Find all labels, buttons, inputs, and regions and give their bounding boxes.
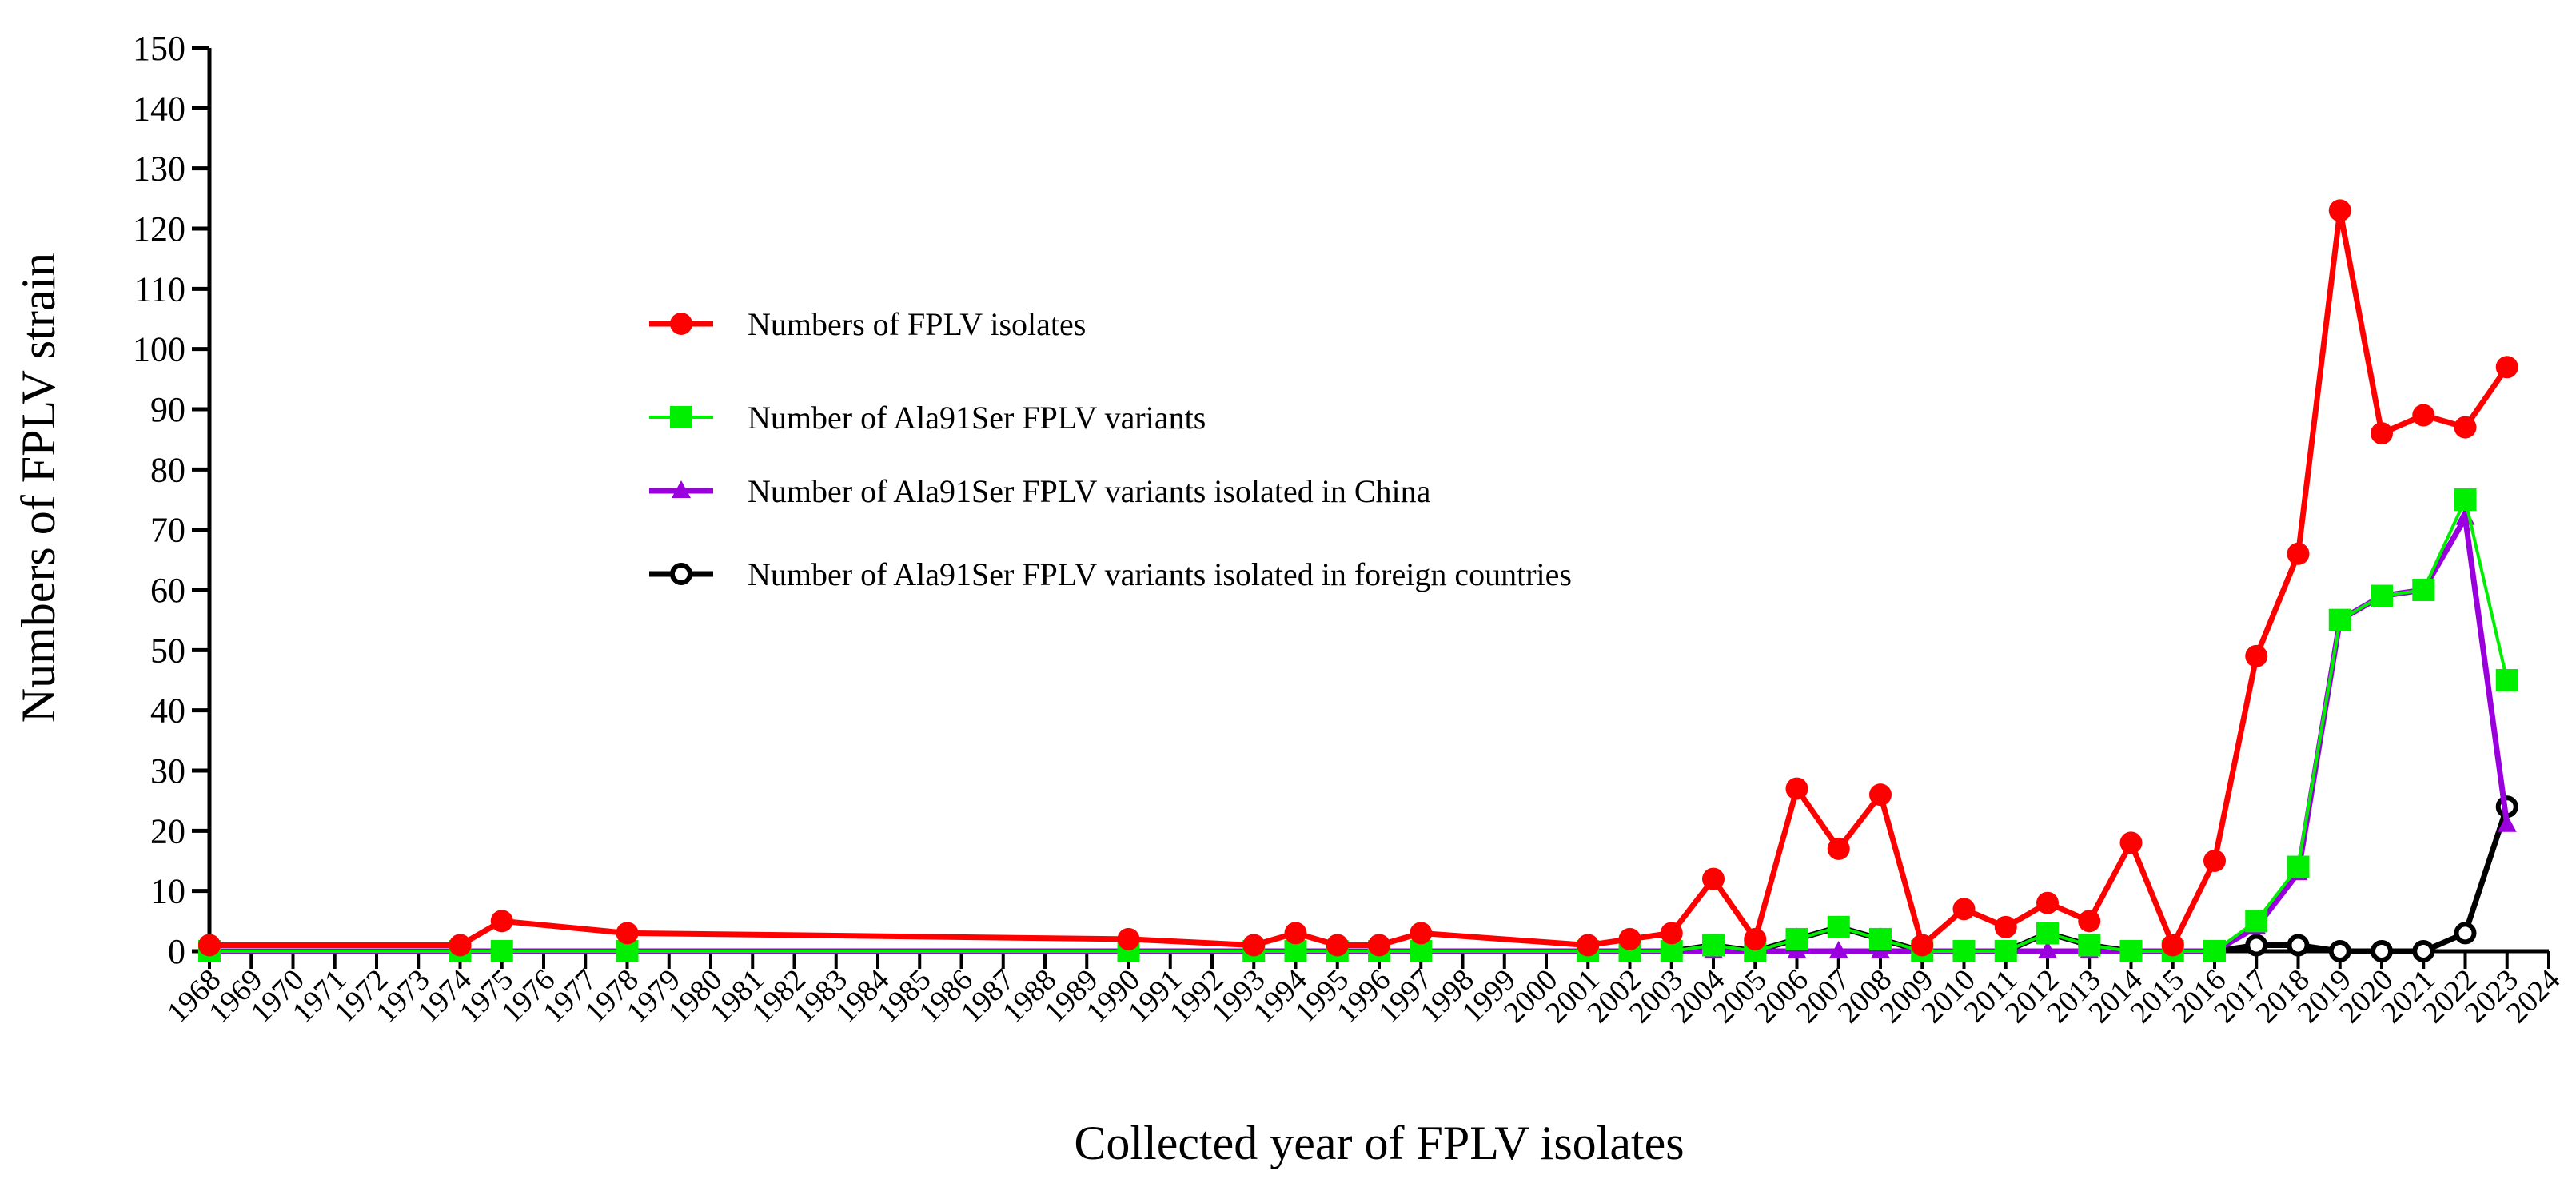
series-2-point (2245, 910, 2268, 933)
y-tick-label: 110 (134, 269, 185, 309)
series-1-point (1577, 934, 1600, 957)
series-1-point (2119, 831, 2143, 854)
series-2-point (2078, 934, 2101, 957)
y-tick-label: 70 (150, 511, 185, 550)
series-4-point (2371, 940, 2393, 962)
series-1-point (1242, 934, 1266, 957)
series-4-point (2412, 940, 2435, 962)
series-4-line (209, 806, 2510, 954)
series-1-point (2454, 416, 2477, 439)
y-tick-label: 90 (150, 390, 185, 429)
series-1-point (1827, 837, 1850, 860)
series-1-point (2495, 356, 2518, 379)
series-2-point (1869, 927, 1892, 950)
series-1-point (2078, 910, 2101, 933)
series-1-point (2161, 934, 2184, 957)
series-2-point (2328, 608, 2351, 631)
y-tick-label: 130 (133, 149, 185, 189)
series-4-point (2287, 934, 2310, 957)
series-1-point (1994, 915, 2017, 938)
series-1-point (2287, 542, 2310, 565)
legend-label: Number of Ala91Ser FPLV variants (748, 400, 1206, 436)
series-2-point (2412, 579, 2435, 601)
series-1-point (1618, 927, 1641, 950)
series-1-point (1785, 777, 1808, 800)
y-tick-label: 0 (168, 932, 185, 971)
series-1-point (2245, 644, 2268, 667)
axes: 0102030405060708090100110120130140150196… (133, 29, 2566, 1030)
series-1-point (2328, 199, 2351, 222)
legend-label: Number of Ala91Ser FPLV variants isolate… (748, 473, 1431, 509)
series-2-point (2454, 488, 2477, 511)
series-3-point (1828, 941, 1848, 958)
series-2-point (2371, 584, 2393, 607)
series-1-point (490, 910, 513, 933)
series-1-point (1911, 934, 1934, 957)
series-1 (198, 199, 2518, 957)
series-1-point (449, 934, 472, 957)
series-2-point (1994, 940, 2017, 962)
legend-item-1: Numbers of FPLV isolates (649, 306, 1086, 342)
series-1-point (1702, 867, 1725, 890)
series-4-point (2245, 934, 2268, 957)
legend-label: Numbers of FPLV isolates (748, 306, 1086, 342)
series-1-point (1410, 922, 1433, 945)
series-layer (198, 199, 2518, 962)
series-1-point (2412, 404, 2435, 427)
y-tick-label: 140 (133, 89, 185, 128)
series-1-point (1117, 927, 1140, 950)
series-1-point (1326, 934, 1349, 957)
series-4-point (2328, 940, 2351, 962)
series-1-point (2036, 891, 2059, 914)
y-tick-label: 120 (133, 209, 185, 249)
series-1-point (1869, 783, 1892, 807)
legend: Numbers of FPLV isolates Number of Ala91S… (649, 306, 1572, 592)
legend-swatch-marker (670, 313, 692, 335)
series-1-point (1660, 922, 1683, 945)
legend-item-4: Number of Ala91Ser FPLV variants isolate… (649, 556, 1572, 592)
series-1-point (2203, 850, 2226, 872)
y-tick-label: 150 (133, 29, 185, 68)
series-1-point (2371, 422, 2393, 445)
series-2-point (1785, 927, 1808, 950)
series-1-point (1952, 898, 1976, 921)
series-3-point (2497, 814, 2517, 832)
y-tick-label: 80 (150, 450, 185, 489)
legend-label: Number of Ala91Ser FPLV variants isolate… (748, 556, 1572, 592)
series-1-point (198, 934, 221, 957)
x-axis-title: Collected year of FPLV isolates (1074, 1117, 1684, 1169)
series-2-point (2495, 669, 2518, 691)
legend-item-2: Number of Ala91Ser FPLV variants (649, 400, 1206, 436)
series-1-point (1744, 927, 1767, 950)
series-1-point (1368, 934, 1390, 957)
y-axis-title: Numbers of FPLV strain (12, 253, 65, 723)
series-2-point (1827, 915, 1850, 938)
y-tick-label: 20 (150, 811, 185, 850)
series-2-point (490, 940, 513, 962)
legend-swatch-marker (670, 563, 692, 585)
series-2-point (1702, 934, 1725, 957)
y-tick-label: 10 (150, 872, 185, 911)
y-tick-label: 50 (150, 631, 185, 670)
legend-item-3: Number of Ala91Ser FPLV variants isolate… (649, 473, 1431, 509)
y-tick-label: 60 (150, 571, 185, 610)
series-2-point (2036, 922, 2059, 945)
series-1-point (616, 922, 639, 945)
series-1-point (1284, 922, 1307, 945)
series-2-point (2203, 940, 2226, 962)
series-2-point (2119, 940, 2143, 962)
legend-swatch-marker (672, 480, 691, 498)
legend-swatch-marker (670, 406, 692, 428)
y-tick-label: 40 (150, 691, 185, 731)
series-2-point (1952, 940, 1976, 962)
series-3-point (2038, 941, 2057, 958)
y-tick-label: 100 (133, 330, 185, 369)
series-4-point (2454, 922, 2477, 945)
series-2-point (2287, 855, 2310, 878)
y-tick-label: 30 (150, 751, 185, 791)
